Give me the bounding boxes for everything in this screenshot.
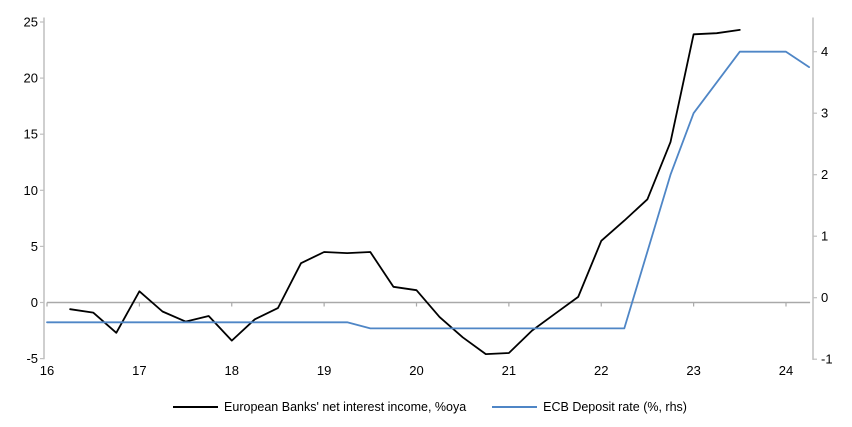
- right-axis-label: 2: [821, 167, 828, 182]
- x-axis-label: 16: [40, 363, 54, 378]
- legend-label-nii: European Banks' net interest income, %oy…: [224, 400, 467, 414]
- left-axis-label: 10: [24, 183, 38, 198]
- x-axis-label: 19: [317, 363, 331, 378]
- nii-line-sample: [173, 406, 219, 408]
- legend-item-ecb: ECB Deposit rate (%, rhs): [492, 400, 687, 414]
- left-axis-label: 15: [24, 127, 38, 142]
- left-axis-label: 5: [31, 239, 38, 254]
- ecb-line-sample: [492, 406, 538, 408]
- right-axis-label: 0: [821, 290, 828, 305]
- right-axis-label: 1: [821, 229, 828, 244]
- legend-label-ecb: ECB Deposit rate (%, rhs): [543, 400, 687, 414]
- series-line-ecb: [46, 50, 810, 330]
- legend-item-nii: European Banks' net interest income, %oy…: [173, 400, 466, 414]
- left-axis-label: 25: [24, 15, 38, 30]
- right-axis-label: 4: [821, 44, 828, 59]
- x-axis-label: 24: [779, 363, 793, 378]
- x-axis-label: 18: [225, 363, 239, 378]
- x-axis-label: 22: [594, 363, 608, 378]
- left-axis-label: 0: [31, 295, 38, 310]
- left-axis-label: 20: [24, 71, 38, 86]
- x-axis-label: 23: [686, 363, 700, 378]
- right-axis-label: 3: [821, 106, 828, 121]
- x-axis-label: 17: [132, 363, 146, 378]
- left-axis-label: -5: [26, 351, 38, 366]
- x-axis-label: 20: [409, 363, 423, 378]
- series-line-nii: [69, 28, 741, 356]
- x-axis-label: 21: [502, 363, 516, 378]
- chart-legend: European Banks' net interest income, %oy…: [47, 397, 813, 417]
- right-axis-label: -1: [821, 352, 833, 367]
